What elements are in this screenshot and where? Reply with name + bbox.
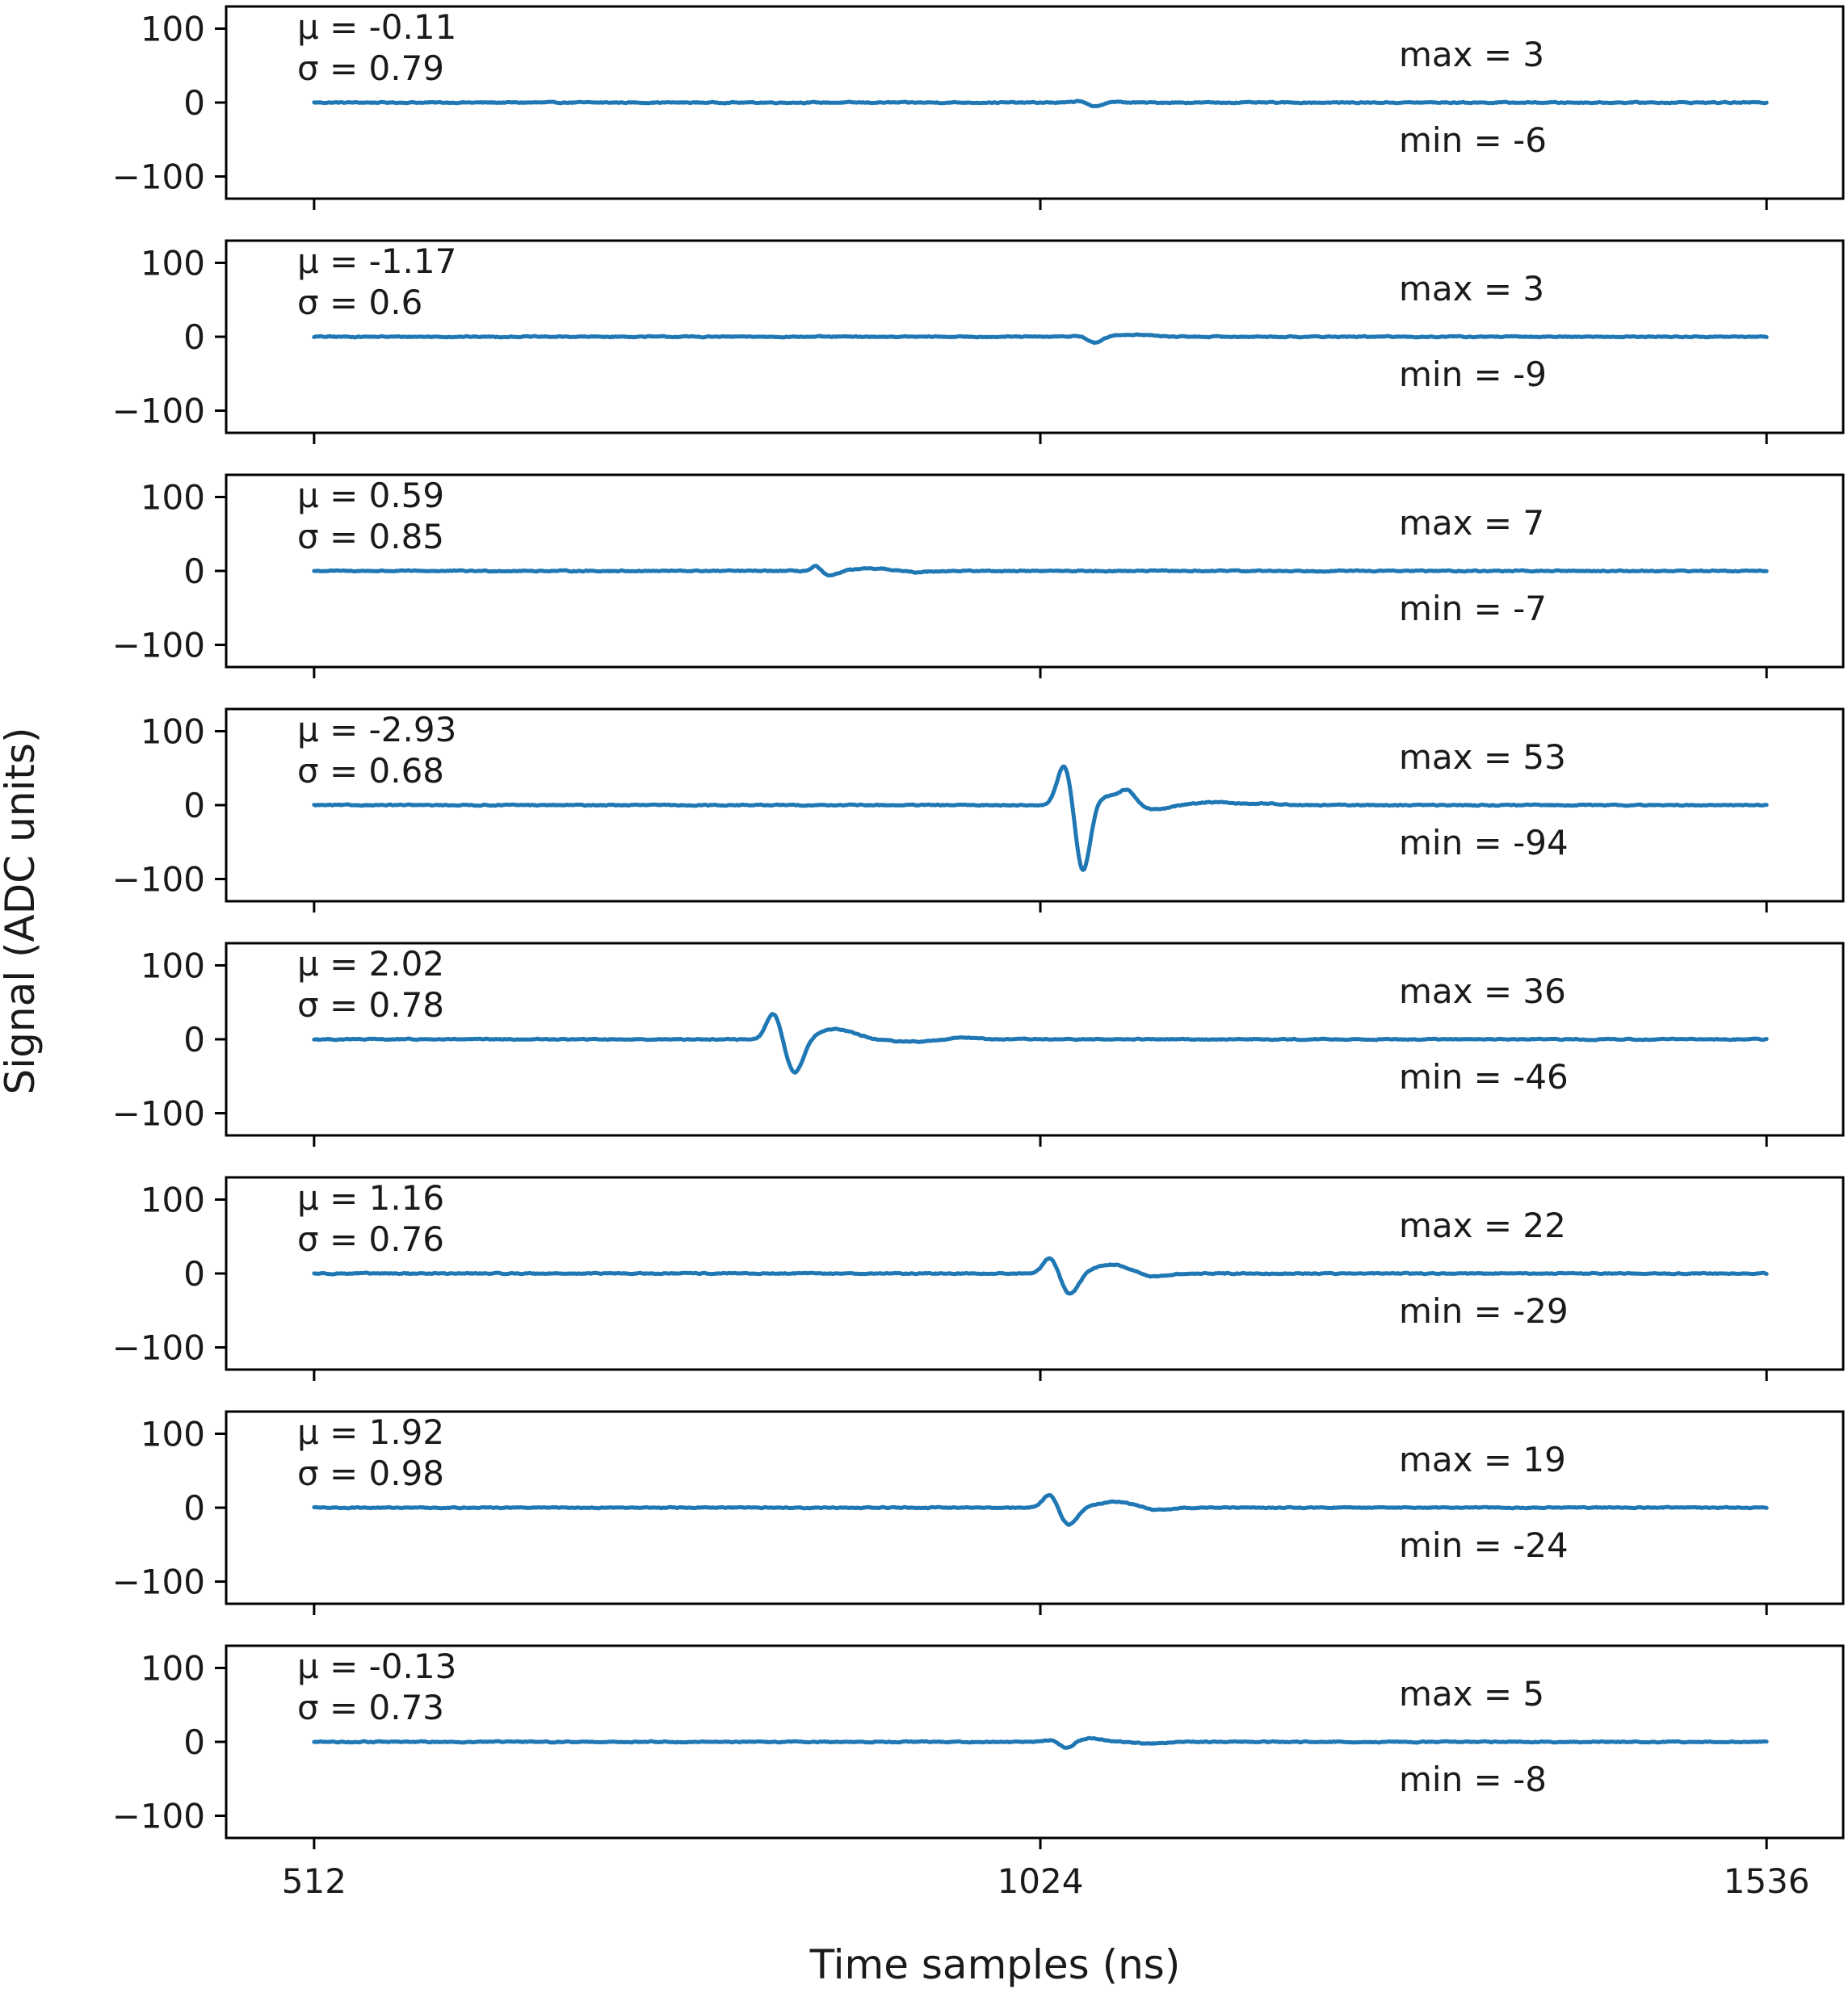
y-tick-label: 0 bbox=[183, 1722, 205, 1762]
y-tick-label: −100 bbox=[112, 626, 205, 665]
sigma-label: σ = 0.79 bbox=[297, 48, 444, 88]
y-tick-label: −100 bbox=[112, 1094, 205, 1134]
y-tick-label: −100 bbox=[112, 392, 205, 431]
panel-5: 100 0 −100 μ = 2.02σ = 0.78 max = 36 min = -4… bbox=[112, 942, 1845, 1147]
sigma-label: σ = 0.85 bbox=[297, 517, 444, 556]
y-tick-label: −100 bbox=[112, 157, 205, 197]
panel-1: 100 0 −100 μ = -0.11σ = 0.79 max = 3 min = -6 bbox=[112, 5, 1845, 210]
y-tick-label: 100 bbox=[141, 243, 205, 283]
panel-7: 100 0 −100 μ = 1.92σ = 0.98 max = 19 min = -2… bbox=[112, 1410, 1845, 1615]
mu-label: μ = 1.16 bbox=[297, 1178, 444, 1218]
panel-6: 100 0 −100 μ = 1.16σ = 0.76 max = 22 min = -2… bbox=[112, 1176, 1845, 1381]
y-tick-label: −100 bbox=[112, 1328, 205, 1368]
signal-trace bbox=[312, 332, 1769, 346]
signal-trace bbox=[312, 1493, 1769, 1527]
sigma-label: σ = 0.6 bbox=[297, 283, 422, 322]
signal-trace bbox=[312, 564, 1769, 578]
x-tick-label: 1024 bbox=[998, 1861, 1084, 1901]
signal-trace bbox=[312, 1256, 1769, 1296]
x-axis-label: Time samples (ns) bbox=[809, 1941, 1181, 1988]
panel-3: 100 0 −100 μ = 0.59σ = 0.85 max = 7 min = -7 bbox=[112, 473, 1845, 678]
signal-trace bbox=[312, 99, 1769, 109]
sigma-label: σ = 0.98 bbox=[297, 1454, 444, 1493]
min-label: min = -29 bbox=[1399, 1291, 1569, 1331]
sigma-label: σ = 0.76 bbox=[297, 1219, 444, 1259]
y-tick-label: 0 bbox=[183, 1488, 205, 1528]
panels-group: 100 0 −100 μ = -0.11σ = 0.79 max = 3 min = -6… bbox=[112, 5, 1845, 1849]
panel-2: 100 0 −100 μ = -1.17σ = 0.6 max = 3 min = -9 bbox=[112, 239, 1845, 444]
max-label: max = 36 bbox=[1399, 971, 1566, 1011]
min-label: min = -8 bbox=[1399, 1760, 1547, 1799]
sigma-label: σ = 0.78 bbox=[297, 985, 444, 1025]
mu-label: μ = -0.11 bbox=[297, 7, 456, 47]
min-label: min = -6 bbox=[1399, 120, 1547, 160]
y-tick-label: 100 bbox=[141, 477, 205, 517]
min-label: min = -9 bbox=[1399, 355, 1547, 394]
sigma-label: σ = 0.73 bbox=[297, 1688, 444, 1727]
min-label: min = -7 bbox=[1399, 589, 1547, 628]
y-tick-label: 100 bbox=[141, 1648, 205, 1688]
signal-trace bbox=[312, 1012, 1769, 1075]
y-tick-label: 0 bbox=[183, 83, 205, 123]
y-tick-label: 0 bbox=[183, 786, 205, 825]
mu-label: μ = -0.13 bbox=[297, 1647, 456, 1686]
shared-x-axis: 512 1024 1536 bbox=[282, 1861, 1810, 1901]
y-tick-label: 0 bbox=[183, 552, 205, 591]
max-label: max = 3 bbox=[1399, 35, 1544, 74]
signal-trace bbox=[312, 764, 1769, 872]
signal-trace bbox=[312, 1735, 1769, 1750]
sigma-label: σ = 0.68 bbox=[297, 751, 444, 791]
panel-4: 100 0 −100 μ = -2.93σ = 0.68 max = 53 min = -… bbox=[112, 707, 1845, 913]
min-label: min = -94 bbox=[1399, 823, 1569, 862]
y-tick-label: −100 bbox=[112, 860, 205, 900]
max-label: max = 5 bbox=[1399, 1674, 1544, 1714]
min-label: min = -24 bbox=[1399, 1525, 1569, 1565]
panel-8: 100 0 −100 μ = -0.13σ = 0.73 max = 5 min = -8 bbox=[112, 1644, 1845, 1849]
y-tick-label: 0 bbox=[183, 1254, 205, 1294]
max-label: max = 53 bbox=[1399, 737, 1566, 777]
x-tick-label: 512 bbox=[282, 1861, 346, 1901]
min-label: min = -46 bbox=[1399, 1057, 1569, 1097]
y-tick-label: 100 bbox=[141, 1180, 205, 1219]
y-axis-label: Signal (ADC units) bbox=[0, 728, 44, 1095]
y-tick-label: 100 bbox=[141, 9, 205, 48]
mu-label: μ = 1.92 bbox=[297, 1412, 444, 1452]
y-tick-label: 100 bbox=[141, 1414, 205, 1454]
mu-label: μ = -1.17 bbox=[297, 241, 456, 281]
mu-label: μ = 2.02 bbox=[297, 944, 444, 984]
mu-label: μ = -2.93 bbox=[297, 710, 456, 749]
y-tick-label: 0 bbox=[183, 317, 205, 357]
mu-label: μ = 0.59 bbox=[297, 476, 444, 515]
y-tick-label: 100 bbox=[141, 946, 205, 985]
max-label: max = 3 bbox=[1399, 269, 1544, 308]
y-tick-label: −100 bbox=[112, 1563, 205, 1602]
y-tick-label: 100 bbox=[141, 711, 205, 751]
max-label: max = 22 bbox=[1399, 1206, 1566, 1245]
max-label: max = 19 bbox=[1399, 1440, 1566, 1479]
y-tick-label: 0 bbox=[183, 1020, 205, 1059]
x-tick-label: 1536 bbox=[1724, 1861, 1810, 1901]
y-tick-label: −100 bbox=[112, 1797, 205, 1836]
max-label: max = 7 bbox=[1399, 503, 1544, 543]
